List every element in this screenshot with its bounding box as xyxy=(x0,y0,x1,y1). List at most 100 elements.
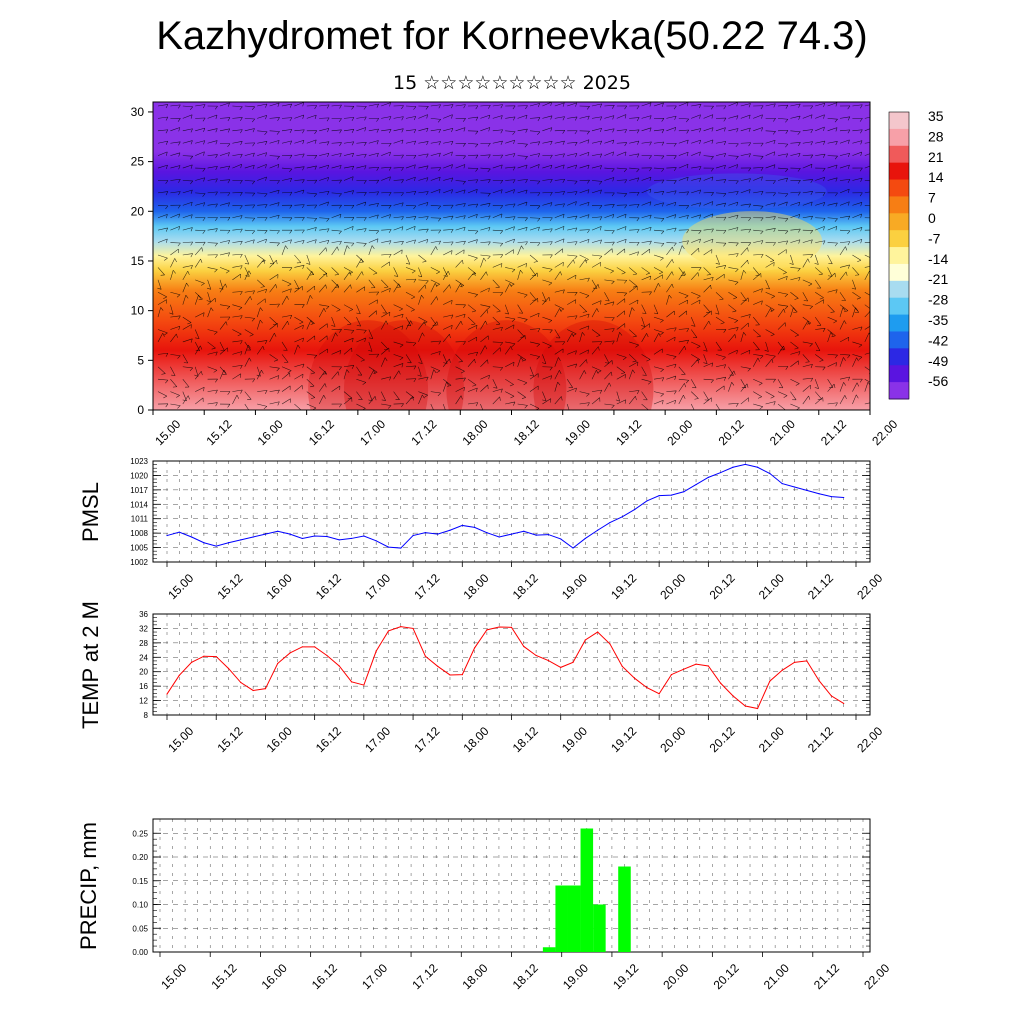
wind-barb xyxy=(294,189,305,194)
wind-barb-flag xyxy=(536,343,540,348)
wind-barb-flag xyxy=(362,382,367,385)
wind-barb xyxy=(691,391,699,399)
wind-barb xyxy=(678,299,688,305)
wind-barb-flag xyxy=(661,118,665,122)
wind-barb-flag xyxy=(350,284,352,289)
wind-barb-flag xyxy=(807,258,810,263)
wind-barb xyxy=(281,117,292,119)
wind-barb xyxy=(765,401,776,405)
wind-barb-flag xyxy=(302,129,305,134)
wind-barb-flag xyxy=(451,250,453,255)
wind-barb-flag xyxy=(463,127,466,132)
wind-barb xyxy=(319,228,330,231)
wind-barb xyxy=(219,202,230,206)
wind-barb xyxy=(306,295,311,305)
wind-barb-flag xyxy=(684,295,689,299)
wind-barb xyxy=(579,254,589,260)
wind-barb xyxy=(480,287,490,293)
wind-barb-flag xyxy=(562,203,565,208)
wind-barb-flag xyxy=(686,300,688,305)
wind-barb xyxy=(418,239,428,243)
wind-barb xyxy=(864,311,870,318)
wind-barb xyxy=(616,366,626,373)
wind-barb xyxy=(579,189,590,194)
wind-barb xyxy=(554,262,564,268)
colorbar-swatch xyxy=(889,280,909,299)
wind-barb-flag xyxy=(794,347,799,350)
wind-barb xyxy=(728,349,738,355)
x-tick-label: 21.00 xyxy=(761,961,792,992)
wind-barb xyxy=(257,279,265,287)
wind-barb xyxy=(443,114,453,119)
wind-barb xyxy=(542,228,553,231)
wind-barb xyxy=(269,375,280,380)
wind-barb-flag xyxy=(240,315,243,320)
wind-barb xyxy=(467,267,477,274)
wind-barb-flag xyxy=(339,403,342,408)
wind-barb-flag xyxy=(165,353,169,357)
wind-barb xyxy=(480,384,488,392)
wind-barb xyxy=(728,382,732,392)
wind-barb-flag xyxy=(314,239,317,244)
wind-barb-flag xyxy=(538,226,540,231)
wind-barb xyxy=(839,336,849,343)
wind-barb-flag xyxy=(190,202,193,207)
wind-barb-flag xyxy=(695,359,700,362)
wind-barb-flag xyxy=(413,191,417,195)
wind-barb xyxy=(294,129,305,132)
wind-barb-flag xyxy=(376,230,379,235)
wind-barb-flag xyxy=(450,204,454,209)
wind-barb-flag xyxy=(859,118,863,122)
wind-barb-flag xyxy=(645,272,650,275)
pmsl-point xyxy=(781,483,783,485)
wind-barb-flag xyxy=(596,308,599,313)
wind-barb xyxy=(393,167,404,169)
wind-barb-flag xyxy=(612,301,615,306)
wind-barb xyxy=(195,292,203,300)
wind-barb xyxy=(269,401,280,405)
wind-barb xyxy=(319,239,329,243)
wind-barb xyxy=(319,128,329,132)
wind-barb-flag xyxy=(225,270,230,274)
heatmap-warm-core xyxy=(533,320,654,410)
wind-barb xyxy=(157,279,162,290)
wind-barb xyxy=(157,391,168,397)
wind-barb-flag xyxy=(356,312,361,315)
wind-barb-flag xyxy=(389,214,391,219)
x-tick-label: 20.12 xyxy=(707,571,738,602)
wind-barb xyxy=(728,253,739,256)
wind-barb xyxy=(269,117,280,119)
wind-barb xyxy=(368,152,379,156)
wind-barb xyxy=(207,351,218,355)
wind-barb-flag xyxy=(363,106,367,110)
wind-barb xyxy=(691,341,701,347)
wind-barb-flag xyxy=(736,350,738,355)
wind-barb xyxy=(678,366,686,375)
wind-barb xyxy=(430,366,441,372)
wind-barb-flag xyxy=(542,362,547,364)
wind-barb-flag xyxy=(599,165,602,170)
wind-barb-flag xyxy=(437,392,441,397)
wind-barb-flag xyxy=(190,180,194,185)
wind-barb-flag xyxy=(310,372,315,375)
wind-barb-flag xyxy=(533,261,538,263)
wind-barb xyxy=(405,278,416,281)
wind-barb-flag xyxy=(256,374,261,377)
wind-barb xyxy=(691,202,701,206)
wind-barb xyxy=(418,254,427,262)
pmsl-point xyxy=(547,533,550,536)
wind-barb-flag xyxy=(550,241,553,246)
wind-barb-flag xyxy=(178,104,181,109)
temp-point xyxy=(584,639,586,641)
wind-barb xyxy=(802,191,813,194)
wind-barb-flag xyxy=(748,217,752,222)
chart-subtitle: 15 ☆☆☆☆☆☆☆☆☆ 2025 xyxy=(393,72,631,94)
wind-barb-flag xyxy=(364,165,367,170)
precip-panel: 0.000.050.100.150.200.25 15.00 15.12 16.00… xyxy=(76,818,893,992)
wind-barb xyxy=(728,214,739,219)
wind-barb xyxy=(492,154,503,156)
wind-barb-flag xyxy=(302,204,305,209)
wind-barb xyxy=(319,177,329,181)
wind-barb xyxy=(244,239,255,243)
wind-barb-flag xyxy=(190,214,193,219)
